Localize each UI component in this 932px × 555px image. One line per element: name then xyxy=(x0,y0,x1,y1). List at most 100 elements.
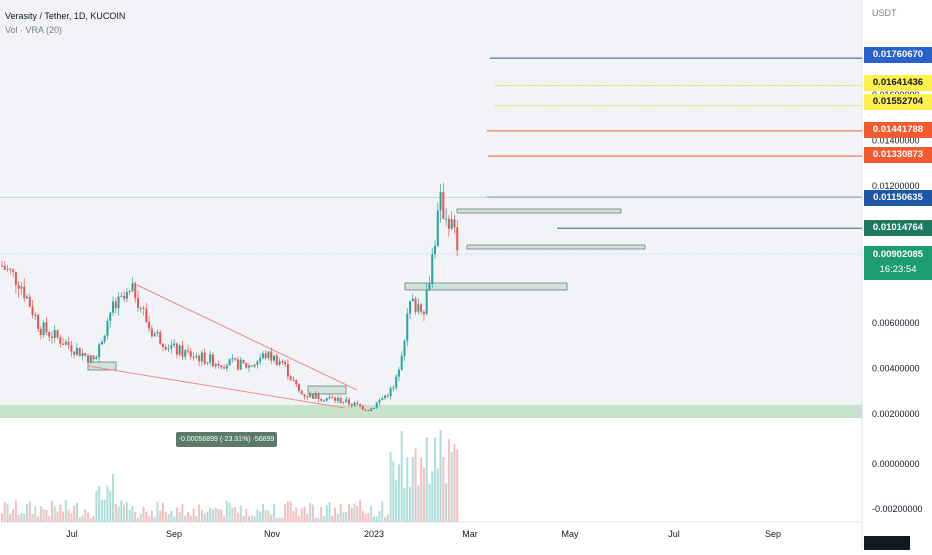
volume-bar xyxy=(164,511,167,522)
candle-body xyxy=(203,352,206,364)
wedge-upper-line xyxy=(136,284,358,391)
candle-body xyxy=(347,399,350,405)
volume-bar xyxy=(64,500,67,522)
candle-body xyxy=(98,344,101,358)
time-tick-label: 2023 xyxy=(364,529,384,539)
last-price-value: 0.00902085 xyxy=(872,249,924,260)
candle-body xyxy=(50,336,53,339)
volume-bar xyxy=(150,510,153,522)
volume-bar xyxy=(328,502,331,522)
candle-body xyxy=(150,328,153,337)
volume-bar xyxy=(347,504,350,522)
time-tick-label: May xyxy=(561,529,579,539)
volume-bar xyxy=(397,464,400,522)
candle-body xyxy=(431,254,434,284)
candle-body xyxy=(261,353,264,359)
candle-body xyxy=(131,283,134,291)
volume-bar xyxy=(195,516,198,522)
candle-body xyxy=(103,335,106,342)
volume-bar xyxy=(103,499,106,522)
candle-body xyxy=(406,313,409,341)
measure-tooltip: -0.00056899 (-23.31%) -56899 xyxy=(176,432,277,447)
candle-body xyxy=(456,227,459,251)
candle-body xyxy=(328,397,331,399)
candle-body xyxy=(1,265,3,267)
candle-body xyxy=(89,355,92,363)
volume-bar xyxy=(175,507,178,522)
volume-bar xyxy=(3,502,6,522)
volume-bar xyxy=(95,490,98,522)
tradingview-logo[interactable] xyxy=(864,536,910,550)
candle-body xyxy=(112,301,115,313)
volume-bar xyxy=(311,504,314,522)
candle-body xyxy=(236,359,239,370)
candle-body xyxy=(156,332,159,334)
volume-bar xyxy=(439,430,442,522)
candle-body xyxy=(242,359,245,363)
time-tick-label: Nov xyxy=(264,529,281,539)
volume-bar xyxy=(239,505,242,522)
volume-bar xyxy=(67,509,70,522)
volume-bar xyxy=(217,509,220,522)
volume-bar xyxy=(87,512,90,522)
volume-bar xyxy=(339,503,342,522)
volume-bar xyxy=(395,480,398,522)
candle-body xyxy=(3,266,6,270)
volume-bar xyxy=(53,506,56,522)
candle-body xyxy=(409,301,412,314)
candle-body xyxy=(173,343,176,346)
candle-body xyxy=(372,407,375,409)
price-tick-label: 0.00400000 xyxy=(872,363,920,373)
order-block xyxy=(404,282,568,291)
volume-bar xyxy=(123,504,126,522)
candle-body xyxy=(256,361,259,365)
support-zone xyxy=(0,404,862,418)
volume-bar xyxy=(81,515,84,522)
candle-body xyxy=(420,304,423,312)
volume-bar xyxy=(192,508,195,522)
candle-body xyxy=(14,271,17,286)
candle-body xyxy=(359,403,362,406)
volume-bar xyxy=(131,505,134,522)
volume-bar xyxy=(73,505,76,522)
volume-indicator-label[interactable]: Vol · VRA (20) xyxy=(5,25,63,35)
volume-bar xyxy=(289,501,292,522)
candle-body xyxy=(198,355,201,362)
symbol-title[interactable]: Verasity / Tether, 1D, KUCOIN xyxy=(5,11,126,21)
candle-body xyxy=(311,393,314,399)
volume-bar xyxy=(384,516,387,522)
volume-bar xyxy=(148,516,151,522)
volume-bar xyxy=(428,483,431,522)
volume-bar xyxy=(186,511,189,522)
time-tick-label: Sep xyxy=(765,529,781,539)
candle-body xyxy=(395,376,398,388)
volume-bar xyxy=(414,448,417,522)
volume-bar xyxy=(242,515,245,522)
candle-body xyxy=(84,353,87,356)
candle-body xyxy=(281,361,284,363)
volume-bar xyxy=(342,512,345,522)
volume-bar xyxy=(9,513,12,522)
candle-body xyxy=(153,333,156,337)
candle-body xyxy=(67,341,70,346)
volume-bar xyxy=(159,510,162,522)
candle-body xyxy=(439,192,442,211)
candle-body xyxy=(123,295,126,299)
price-tick-label: 0.00200000 xyxy=(872,409,920,419)
candle-body xyxy=(325,398,328,401)
candle-body xyxy=(9,268,12,270)
level-tag-1: 0.01760670 xyxy=(864,47,932,63)
candle-body xyxy=(167,348,170,350)
volume-bar xyxy=(403,488,406,522)
candle-body xyxy=(114,301,117,309)
candle-body xyxy=(353,402,356,406)
volume-bar xyxy=(153,516,156,522)
candle-body xyxy=(59,337,62,344)
candle-body xyxy=(181,345,184,357)
candle-body xyxy=(100,341,103,345)
volume-bar xyxy=(117,506,120,522)
candle-body xyxy=(148,321,151,329)
volume-bar xyxy=(267,510,270,522)
